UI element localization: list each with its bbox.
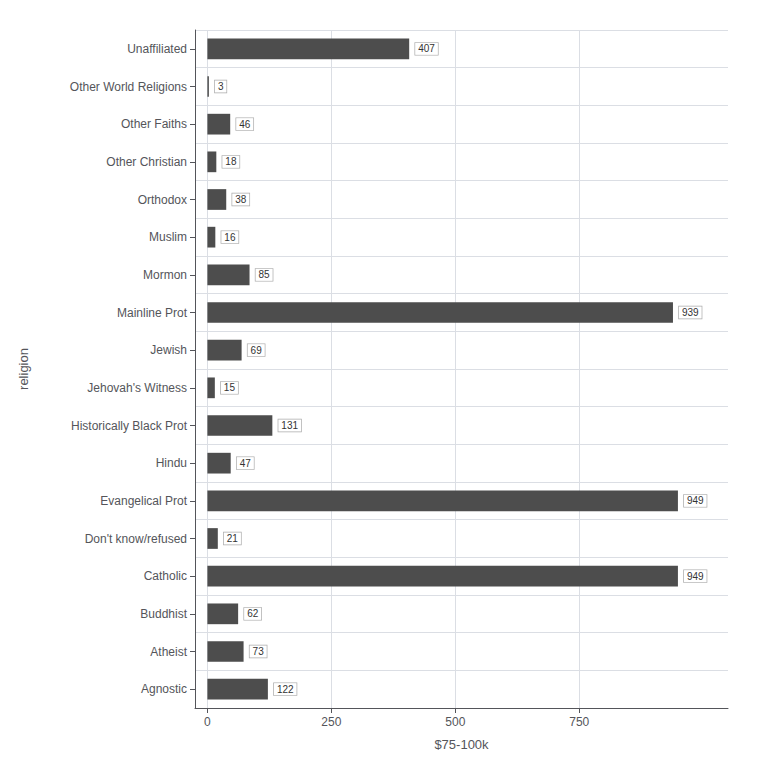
svg-text:Muslim: Muslim [149,230,187,244]
svg-text:250: 250 [321,715,341,729]
svg-text:939: 939 [682,307,699,318]
svg-text:15: 15 [224,382,236,393]
svg-text:Other Faiths: Other Faiths [121,117,187,131]
svg-text:122: 122 [277,684,294,695]
svg-text:131: 131 [281,420,298,431]
svg-text:46: 46 [239,119,251,130]
svg-text:Evangelical Prot: Evangelical Prot [100,494,187,508]
svg-text:18: 18 [225,156,237,167]
svg-text:16: 16 [224,232,236,243]
svg-text:73: 73 [253,646,265,657]
svg-text:3: 3 [218,81,224,92]
svg-text:38: 38 [235,194,247,205]
svg-text:85: 85 [259,269,271,280]
svg-text:$75-100k: $75-100k [434,737,489,752]
svg-text:407: 407 [418,43,435,54]
svg-text:500: 500 [445,715,465,729]
svg-text:69: 69 [251,345,263,356]
svg-text:750: 750 [569,715,589,729]
svg-text:Mainline Prot: Mainline Prot [117,306,188,320]
svg-text:0: 0 [204,715,211,729]
svg-text:Atheist: Atheist [150,645,187,659]
svg-text:Other Christian: Other Christian [106,155,187,169]
svg-text:Other World Religions: Other World Religions [70,80,187,94]
svg-text:949: 949 [687,571,704,582]
svg-text:Historically Black Prot: Historically Black Prot [71,419,188,433]
svg-text:62: 62 [247,608,259,619]
svg-text:Hindu: Hindu [156,456,187,470]
svg-text:Unaffiliated: Unaffiliated [127,42,187,56]
svg-text:Buddhist: Buddhist [140,607,187,621]
svg-text:Jehovah's Witness: Jehovah's Witness [87,381,187,395]
svg-text:Orthodox: Orthodox [138,193,187,207]
svg-text:Mormon: Mormon [143,268,187,282]
svg-text:21: 21 [227,533,239,544]
svg-text:Agnostic: Agnostic [141,682,187,696]
svg-text:47: 47 [240,458,252,469]
svg-text:Catholic: Catholic [144,569,187,583]
svg-text:Don't know/refused: Don't know/refused [85,532,187,546]
svg-text:949: 949 [687,495,704,506]
svg-text:religion: religion [16,348,31,390]
svg-text:Jewish: Jewish [150,343,187,357]
